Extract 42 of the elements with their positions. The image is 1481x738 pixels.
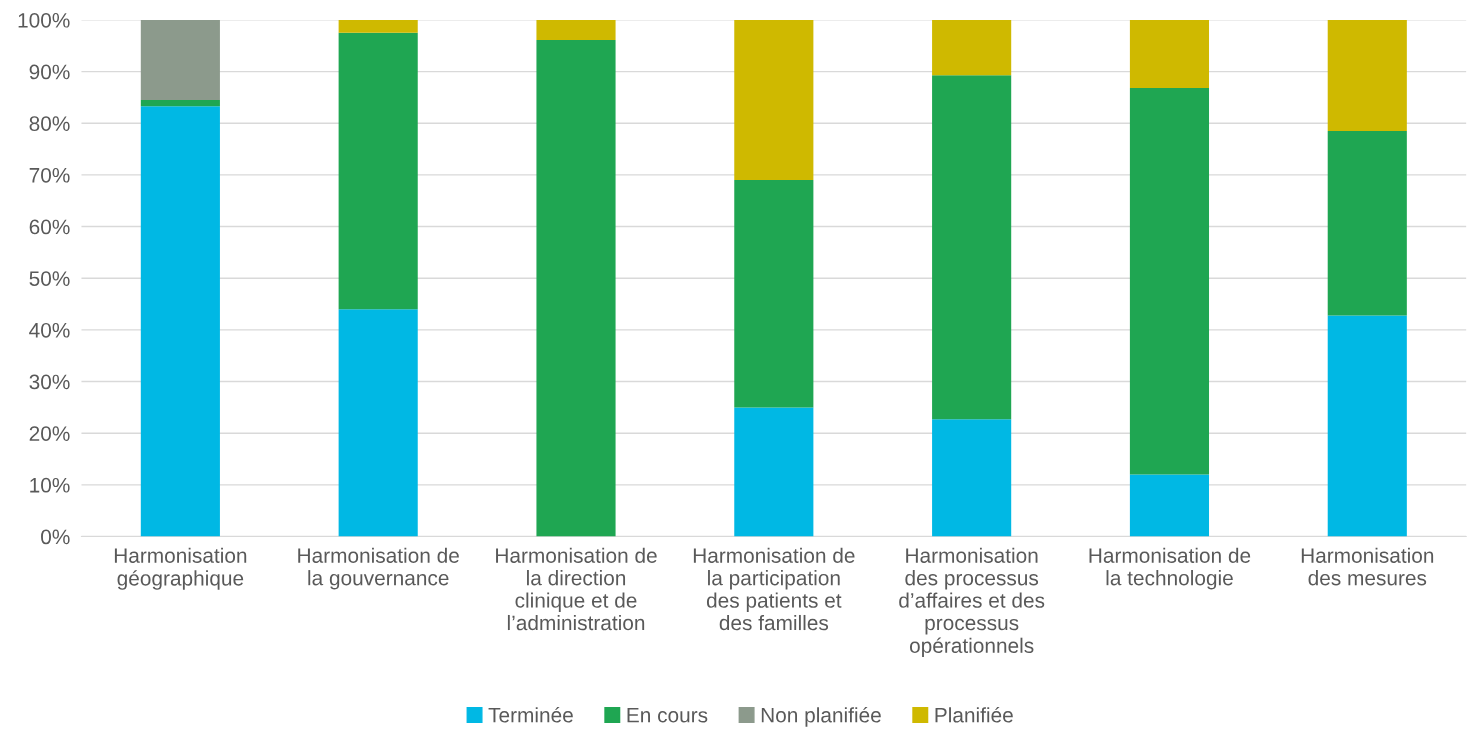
bar [338,309,418,537]
bar [734,180,814,408]
y-tick-label: 60% [29,219,70,235]
bar [536,19,616,41]
x-tick-label: Harmonisation géographique [114,547,247,590]
bar [932,419,1012,537]
y-tick-label: 100% [18,12,70,28]
y-tick-label: 90% [29,64,70,80]
bar [1327,315,1407,537]
bar [932,19,1012,76]
x-tick-label: Harmonisation de la direction clinique et de l’administration [496,547,657,631]
x-tick-label: Harmonisation de la gouvernance [298,547,459,590]
bar [140,19,220,100]
legend-label: Terminée [488,706,573,723]
bar [1327,131,1407,316]
y-tick-label: 70% [29,167,70,183]
y-tick-label: 0% [41,529,70,545]
y-tick-label: 20% [29,426,70,441]
bar [734,19,814,181]
bar [338,32,418,310]
bar [536,40,616,537]
x-tick-label: Harmonisation de la technologie [1089,547,1251,590]
bar [338,19,418,33]
bar [1327,19,1407,131]
bar [734,407,814,537]
legend-label: Planifiée [935,706,1013,723]
y-tick-label: 50% [29,271,70,286]
bar [1129,88,1210,475]
y-tick-label: 10% [30,477,70,493]
legend-label: En cours [627,707,708,723]
bar [140,100,220,107]
legend-label: Non planifiée [761,706,881,727]
bar [1129,474,1210,537]
y-tick-label: 40% [29,322,70,338]
y-tick-label: 80% [29,116,70,131]
bar [932,75,1012,420]
x-tick-label: Harmonisation des processus d’affaires et des processus opérationnels [899,547,1045,658]
bar [1129,19,1210,89]
y-tick-label: 30% [29,374,70,390]
x-tick-label: Harmonisation des mesures [1301,547,1434,586]
bar [140,106,220,537]
x-tick-label: Harmonisation de la participation des patients et des familles [693,547,855,631]
